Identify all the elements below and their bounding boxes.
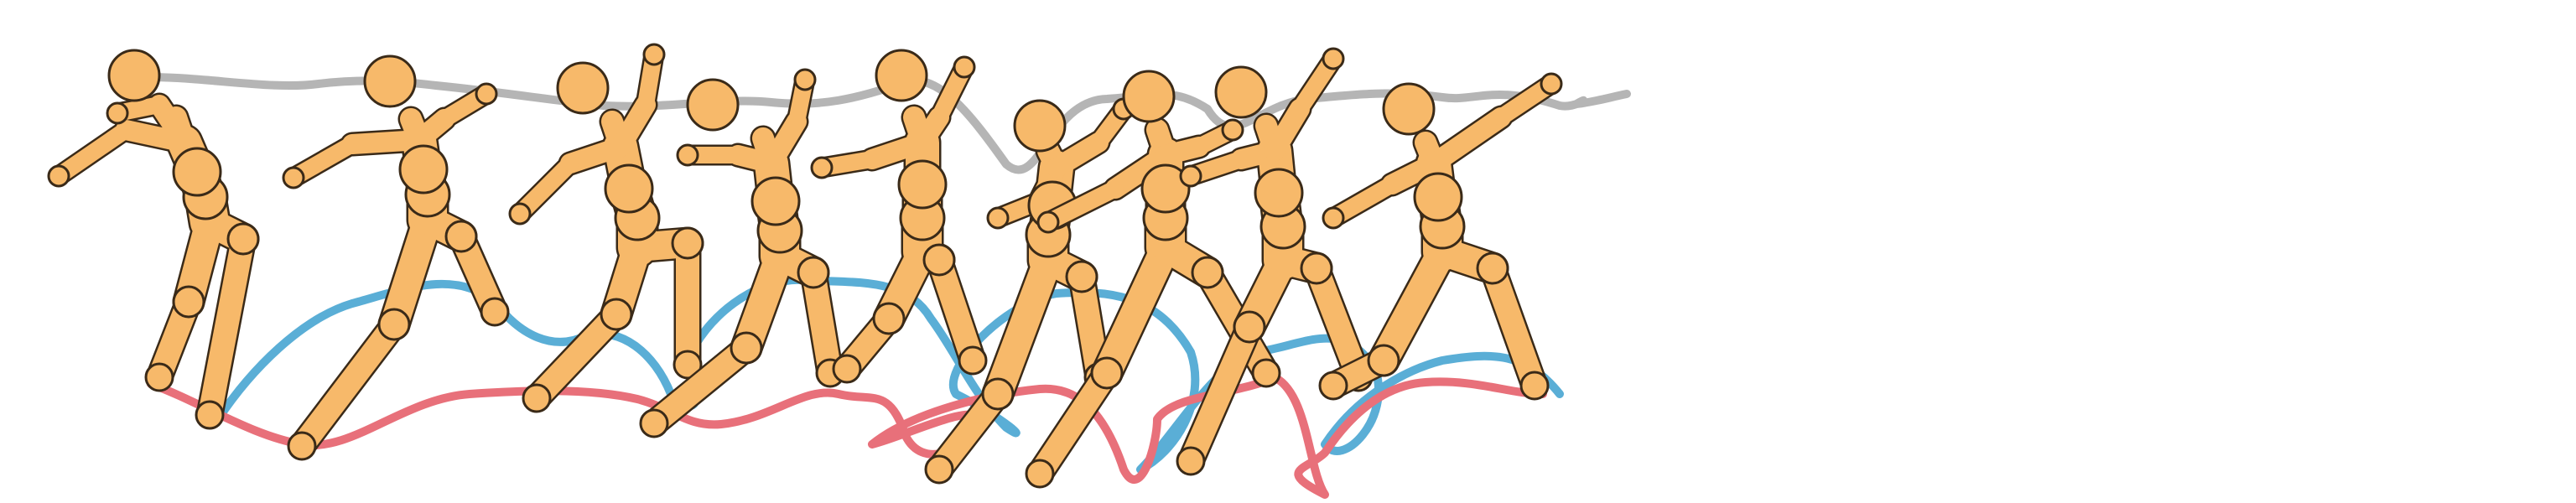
head xyxy=(107,49,161,102)
limb xyxy=(802,261,842,385)
limb xyxy=(1105,145,1176,199)
limb xyxy=(1369,237,1457,375)
joint xyxy=(953,55,976,79)
limb xyxy=(732,241,794,362)
joint xyxy=(47,164,70,188)
joint xyxy=(642,43,666,66)
runner-frame xyxy=(810,49,988,384)
joint xyxy=(1322,47,1345,70)
joint xyxy=(897,159,948,210)
runner-frame xyxy=(282,54,510,461)
joint xyxy=(226,222,260,256)
joint xyxy=(1251,358,1281,388)
joint xyxy=(1367,344,1400,377)
head xyxy=(1214,65,1268,119)
joint xyxy=(398,144,449,194)
head xyxy=(875,49,928,102)
limb xyxy=(50,122,134,184)
joint xyxy=(1254,168,1304,218)
joint xyxy=(924,454,954,485)
joint xyxy=(872,302,906,335)
joint xyxy=(1233,310,1266,344)
right-foot-trajectory xyxy=(147,373,1547,499)
joint xyxy=(172,285,205,319)
runner-frame xyxy=(508,43,704,413)
limb xyxy=(642,336,758,435)
joint xyxy=(475,82,498,106)
limb xyxy=(927,248,984,372)
joint xyxy=(1036,210,1060,234)
limb xyxy=(1028,361,1119,485)
runner-frame xyxy=(639,68,845,438)
joint xyxy=(793,68,817,91)
joint xyxy=(810,156,834,179)
limb xyxy=(984,246,1062,408)
joint xyxy=(600,298,633,331)
joint xyxy=(1090,356,1124,390)
limb xyxy=(525,303,628,410)
joint xyxy=(1179,164,1202,188)
joint xyxy=(1191,256,1224,289)
joint xyxy=(287,431,317,461)
limb xyxy=(380,205,442,339)
joint xyxy=(106,101,129,125)
joint xyxy=(1476,252,1509,285)
head xyxy=(686,78,740,132)
head xyxy=(1382,82,1436,136)
runner-frame xyxy=(1176,47,1374,476)
head xyxy=(363,54,417,108)
limb xyxy=(1040,180,1124,231)
joint xyxy=(480,297,510,327)
joint xyxy=(377,308,411,341)
joint xyxy=(1322,206,1345,230)
joint xyxy=(1176,446,1206,476)
joint xyxy=(508,202,532,226)
limb xyxy=(512,155,579,222)
joint xyxy=(282,166,305,189)
joint xyxy=(172,147,222,197)
head-trajectory xyxy=(130,72,1631,174)
joint xyxy=(832,354,862,384)
limb xyxy=(1481,257,1546,397)
joint xyxy=(1065,260,1098,293)
joint xyxy=(1221,118,1244,142)
joint xyxy=(1540,72,1563,96)
joint xyxy=(639,408,669,438)
joint xyxy=(444,220,478,253)
joint xyxy=(522,383,552,413)
limb xyxy=(342,130,429,154)
joint xyxy=(1519,371,1550,401)
figures-layer xyxy=(47,43,1563,489)
limb xyxy=(198,227,255,427)
runner-frame xyxy=(47,49,260,430)
joint xyxy=(1300,252,1333,285)
limb xyxy=(1179,315,1261,473)
joint xyxy=(1025,459,1055,489)
joint xyxy=(671,226,704,260)
joint xyxy=(922,243,956,277)
joint xyxy=(981,377,1015,411)
joint xyxy=(604,163,654,214)
limb xyxy=(1093,233,1180,387)
limb xyxy=(290,313,406,458)
joint xyxy=(958,345,988,376)
runner-frame xyxy=(1318,72,1563,401)
joint xyxy=(1140,163,1191,214)
joint xyxy=(1318,371,1348,401)
joint xyxy=(195,400,225,430)
joint xyxy=(797,256,830,289)
limb xyxy=(1305,257,1370,389)
joint xyxy=(1413,172,1463,222)
head xyxy=(1122,70,1176,123)
head xyxy=(556,61,610,115)
joint xyxy=(730,331,763,365)
joint xyxy=(986,206,1010,230)
head xyxy=(1013,99,1067,153)
joint xyxy=(144,362,174,392)
limb xyxy=(1424,107,1511,174)
joint xyxy=(750,176,801,226)
joint xyxy=(676,143,699,167)
